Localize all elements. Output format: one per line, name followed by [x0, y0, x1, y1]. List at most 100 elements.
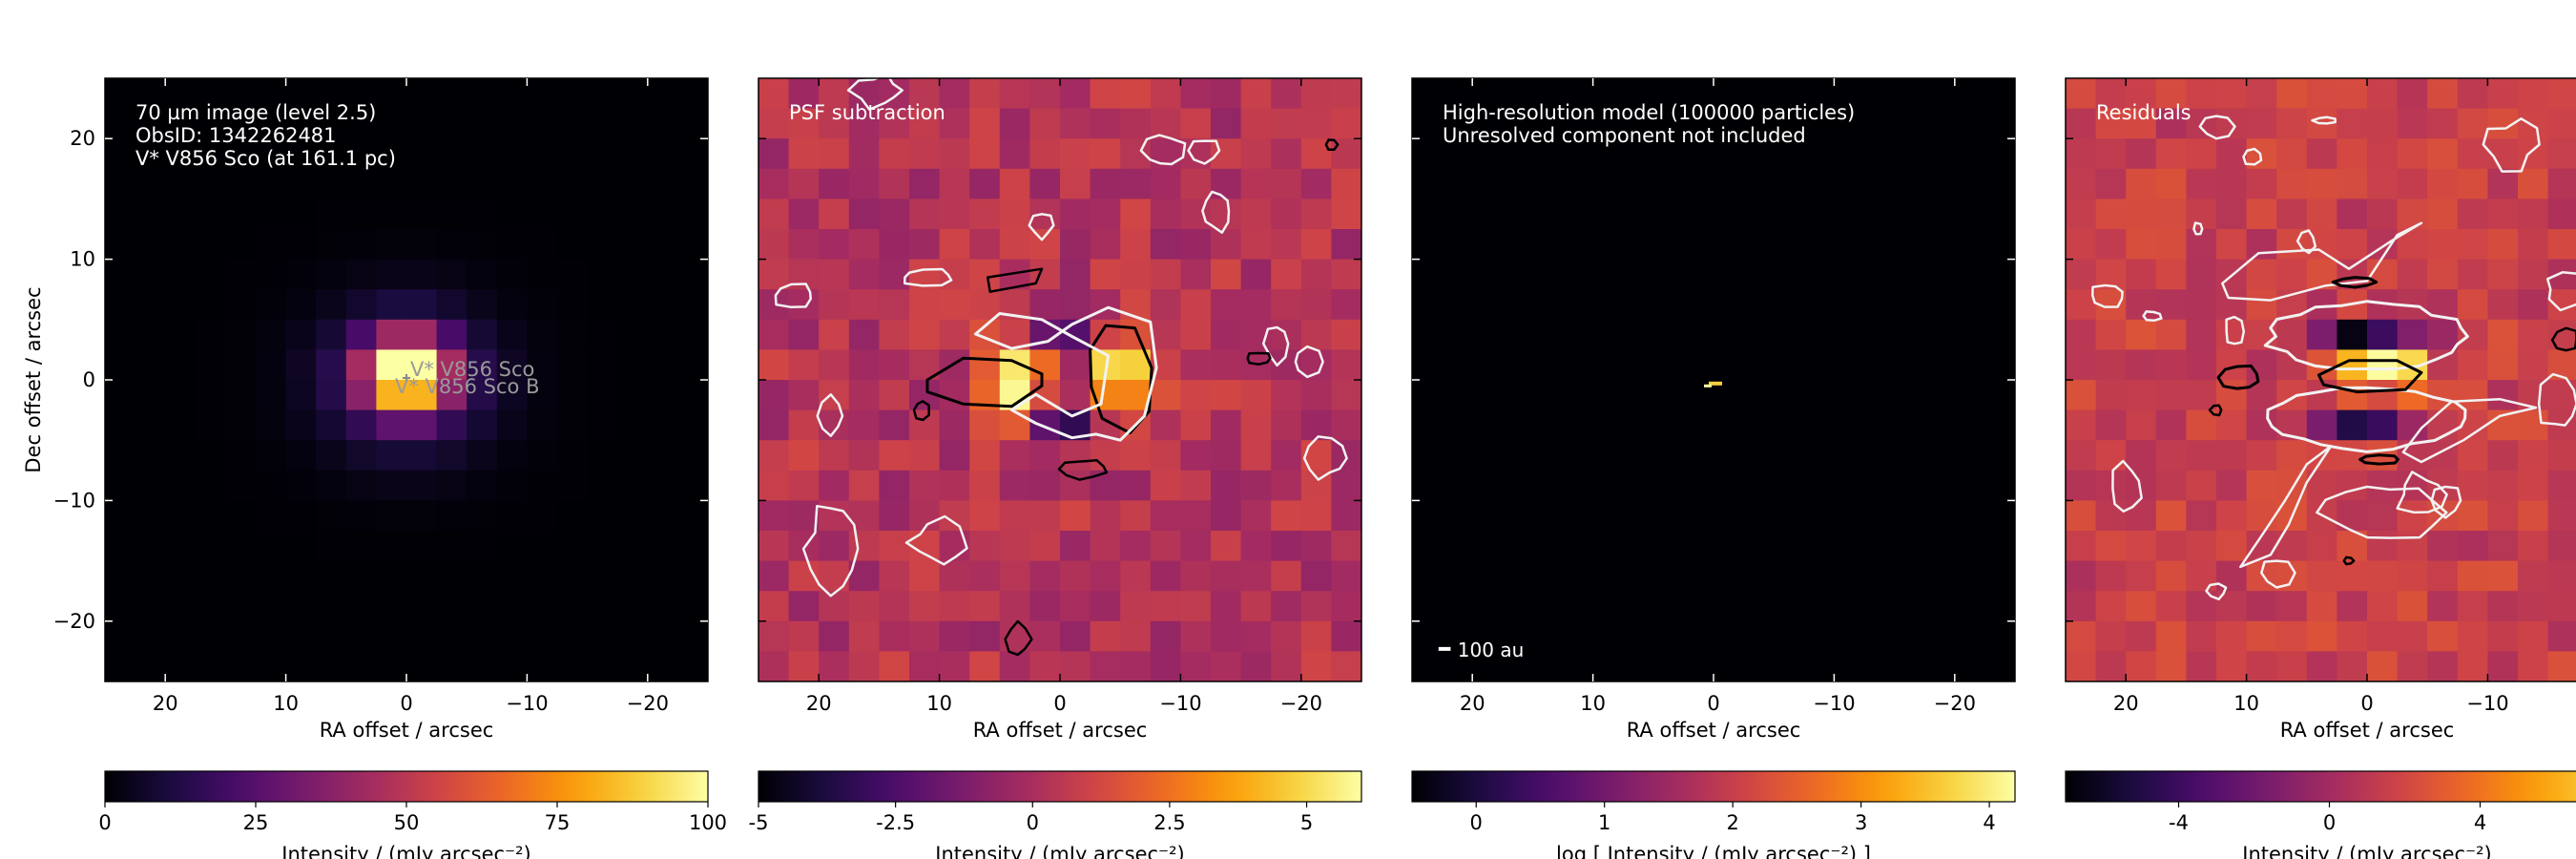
image-pixel [2397, 108, 2428, 139]
image-pixel [105, 229, 136, 261]
image-pixel [879, 138, 910, 170]
image-pixel [788, 138, 820, 170]
image-pixel [496, 409, 528, 441]
x-tick-label: −10 [1159, 692, 1201, 715]
image-pixel [1743, 440, 1775, 471]
image-pixel [2457, 531, 2488, 562]
image-pixel [1029, 409, 1061, 441]
image-pixel [1743, 138, 1775, 170]
image-pixel [496, 289, 528, 321]
image-pixel [316, 138, 347, 170]
image-pixel [2397, 168, 2428, 199]
contour-line [903, 267, 953, 287]
image-pixel [527, 560, 558, 592]
image-pixel [758, 199, 790, 230]
contours [774, 78, 1348, 657]
image-pixel [1211, 500, 1242, 532]
image-pixel [165, 168, 197, 199]
image-pixel [1864, 440, 1896, 471]
image-pixel [1623, 319, 1654, 350]
image-pixel [1774, 651, 1805, 681]
image-pixel [647, 349, 678, 381]
image-pixel [135, 319, 166, 350]
image-pixel [1472, 470, 1504, 501]
image-pixel [496, 531, 528, 562]
image-pixel [1472, 108, 1504, 139]
image-pixel [165, 259, 197, 290]
image-pixel [677, 470, 708, 501]
image-pixel [939, 380, 970, 411]
image-pixel [1894, 289, 1925, 321]
image-pixel [1442, 380, 1473, 411]
image-pixel [195, 199, 226, 230]
image-pixel [436, 380, 467, 411]
image-pixel [1442, 78, 1473, 110]
image-pixel [819, 349, 850, 381]
image-pixel [1502, 409, 1533, 441]
x-axis-label: RA offset / arcsec [1627, 719, 1801, 742]
y-tick-label: 10 [70, 248, 95, 271]
image-pixel [1271, 440, 1302, 471]
image-pixel [557, 409, 589, 441]
contour-line [2266, 386, 2467, 453]
image-pixel [2427, 78, 2459, 110]
image-pixel [758, 620, 790, 652]
image-pixel [2457, 199, 2488, 230]
image-pixel [1412, 591, 1444, 622]
image-pixel [2066, 500, 2097, 532]
image-pixel [2246, 78, 2277, 110]
image-pixel [2367, 108, 2399, 139]
image-pixel [2518, 440, 2549, 471]
image-pixel [2337, 651, 2368, 681]
image-pixel [1774, 380, 1805, 411]
image-pixel [1592, 651, 1624, 681]
x-tick-label: 10 [1580, 692, 1606, 715]
image-pixel [2095, 531, 2127, 562]
image-pixel [165, 138, 197, 170]
image-pixel [135, 108, 166, 139]
image-pixel [758, 289, 790, 321]
image-pixel [1502, 651, 1533, 681]
image-pixel [1954, 591, 1985, 622]
image-pixel [256, 500, 287, 532]
image-pixel [2095, 620, 2127, 652]
image-pixel [1180, 470, 1212, 501]
image-pixel [2518, 319, 2549, 350]
image-pixel [879, 440, 910, 471]
image-pixel [788, 289, 820, 321]
image-pixel [1652, 199, 1684, 230]
image-pixel [2126, 620, 2157, 652]
image-pixel [969, 651, 1001, 681]
image-pixel [436, 138, 467, 170]
image-pixel [1623, 470, 1654, 501]
image-pixel [1150, 380, 1181, 411]
colorbar-tick-label: 1 [1598, 811, 1610, 834]
image-pixel [1331, 620, 1361, 652]
image-pixel [1502, 78, 1533, 110]
image-pixel [1623, 531, 1654, 562]
image-pixel [496, 620, 528, 652]
image-pixel [1774, 560, 1805, 592]
image-pixel [2487, 560, 2519, 592]
image-pixel [105, 591, 136, 622]
image-pixel [1120, 620, 1152, 652]
image-pixel [1592, 319, 1624, 350]
image-pixel [496, 319, 528, 350]
image-pixel [2397, 651, 2428, 681]
image-pixel [1150, 470, 1181, 501]
image-pixel [1683, 319, 1714, 350]
image-pixel [1090, 138, 1121, 170]
image-pixel [105, 531, 136, 562]
image-pixel [1954, 409, 1985, 441]
image-pixel [1563, 229, 1594, 261]
image-pixel [587, 138, 618, 170]
image-pixel [2306, 199, 2337, 230]
image-pixel [909, 229, 941, 261]
contour-line [2205, 582, 2228, 601]
image-heatmap [2066, 78, 2576, 681]
colorbar-tick-label: 0 [98, 811, 111, 834]
image-pixel [788, 409, 820, 441]
image-pixel [2246, 591, 2277, 622]
image-pixel [1211, 78, 1242, 110]
